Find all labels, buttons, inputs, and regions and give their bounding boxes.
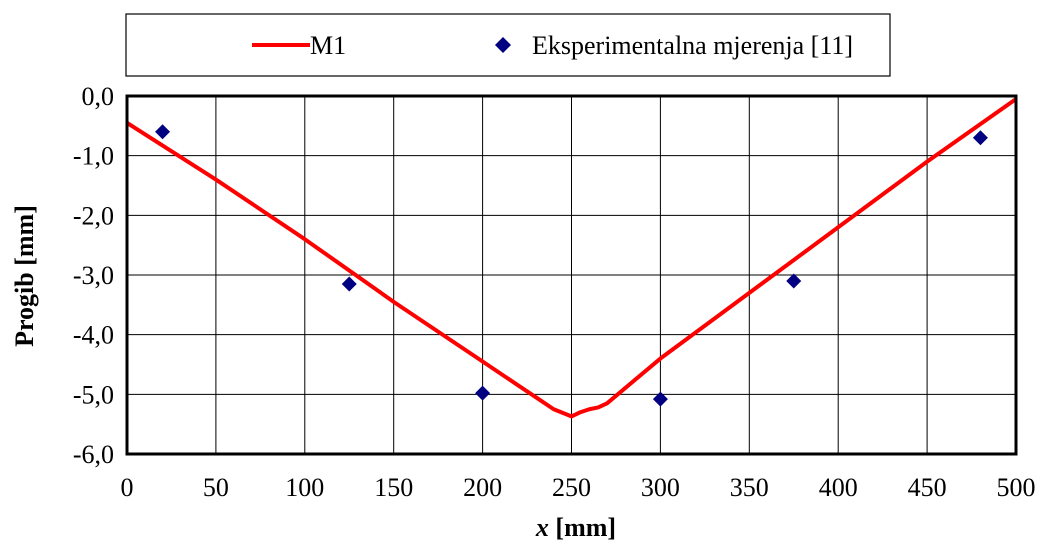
x-tick-label: 450 bbox=[908, 473, 947, 502]
y-axis-title: Progib [mm] bbox=[10, 205, 39, 347]
y-tick-label: -2,0 bbox=[73, 201, 114, 230]
y-axis-tick-labels: 0,0 -1,0 -2,0 -3,0 -4,0 -5,0 -6,0 bbox=[73, 82, 114, 469]
y-tick-label: 0,0 bbox=[82, 82, 115, 111]
x-tick-label: 300 bbox=[641, 473, 680, 502]
grid bbox=[126, 95, 1017, 455]
plot-frame bbox=[125, 94, 1018, 456]
series-experimental-points bbox=[155, 124, 988, 407]
y-tick-label: -1,0 bbox=[73, 142, 114, 171]
x-axis-title-var: x bbox=[535, 513, 549, 542]
y-tick-label: -5,0 bbox=[73, 380, 114, 409]
legend-experimental-label: Eksperimentalna mjerenja [11] bbox=[532, 31, 853, 60]
data-point bbox=[972, 130, 988, 146]
x-tick-label: 400 bbox=[819, 473, 858, 502]
data-point bbox=[341, 276, 357, 292]
series-m1-line bbox=[125, 97, 1018, 419]
x-tick-label: 200 bbox=[463, 473, 502, 502]
x-tick-label: 50 bbox=[203, 473, 229, 502]
x-tick-label: 350 bbox=[730, 473, 769, 502]
legend-experimental-marker bbox=[495, 37, 511, 53]
data-point bbox=[786, 273, 802, 289]
x-axis-title-unit: [mm] bbox=[549, 513, 616, 542]
legend: M1 Eksperimentalna mjerenja [11] bbox=[125, 13, 891, 77]
legend-m1-label: M1 bbox=[310, 31, 346, 60]
data-point bbox=[652, 391, 668, 407]
data-point bbox=[475, 385, 491, 401]
series-m1-polyline bbox=[125, 97, 1018, 419]
y-tick-label: -4,0 bbox=[73, 321, 114, 350]
x-tick-label: 150 bbox=[374, 473, 413, 502]
x-axis-tick-labels: 0 50 100 150 200 250 300 350 400 450 500 bbox=[121, 473, 1036, 502]
x-tick-label: 500 bbox=[997, 473, 1036, 502]
data-point bbox=[155, 124, 171, 140]
y-tick-label: -6,0 bbox=[73, 440, 114, 469]
x-tick-label: 250 bbox=[552, 473, 591, 502]
x-tick-label: 100 bbox=[285, 473, 324, 502]
x-axis-title: x [mm] bbox=[535, 513, 616, 542]
y-tick-label: -3,0 bbox=[73, 261, 114, 290]
x-tick-label: 0 bbox=[121, 473, 134, 502]
